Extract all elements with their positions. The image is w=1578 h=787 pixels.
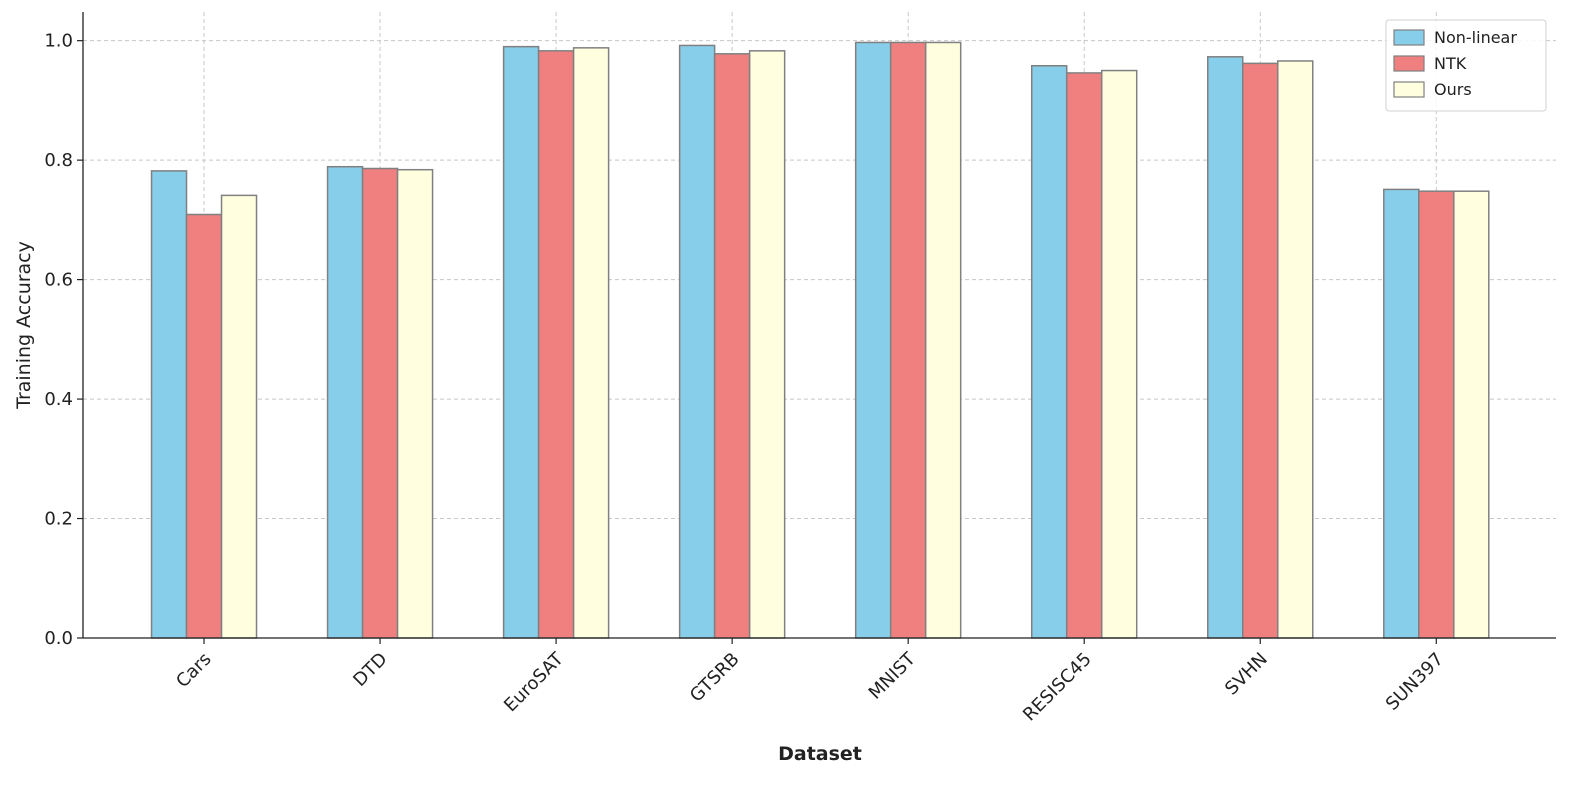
x-tick-label: SVHN <box>1221 649 1272 700</box>
y-tick-label: 0.8 <box>44 150 73 171</box>
x-axis-label: Dataset <box>778 743 862 765</box>
x-tick-label: RESISC45 <box>1019 649 1096 726</box>
x-tick-label: Cars <box>172 649 215 692</box>
y-axis-label: Training Accuracy <box>13 241 35 410</box>
bar-non-linear-gtsrb <box>678 44 716 639</box>
bars <box>150 41 1490 639</box>
y-tick-label: 0.6 <box>44 270 73 291</box>
y-tick-label: 0.4 <box>44 389 73 410</box>
bar-non-linear-mnist <box>854 41 892 639</box>
x-tick-label: SUN397 <box>1382 649 1448 715</box>
bar-non-linear-eurosat <box>502 45 540 639</box>
grid <box>83 12 1556 639</box>
axes <box>77 12 1556 644</box>
y-tick-label: 1.0 <box>44 31 73 52</box>
bar-ours-cars <box>220 194 258 639</box>
bar-ours-resisc45 <box>1100 69 1138 639</box>
bar-ntk-sun397 <box>1418 190 1455 639</box>
legend-swatch <box>1393 29 1425 46</box>
x-tick-label: DTD <box>349 649 391 691</box>
x-tick-label: MNIST <box>865 648 921 704</box>
bar-ntk-svhn <box>1242 62 1279 639</box>
bar-ours-gtsrb <box>748 50 786 639</box>
bar-ours-svhn <box>1277 60 1314 639</box>
bar-ntk-gtsrb <box>713 53 751 639</box>
bar-non-linear-sun397 <box>1383 188 1420 639</box>
bar-ntk-dtd <box>361 167 399 639</box>
bar-non-linear-cars <box>150 170 188 639</box>
bar-ours-dtd <box>396 168 434 639</box>
legend-swatch <box>1393 81 1425 98</box>
legend-label: Ours <box>1434 80 1472 99</box>
legend-label: Non-linear <box>1434 28 1517 47</box>
legend-label: NTK <box>1434 54 1467 73</box>
x-tick-label: GTSRB <box>686 649 744 707</box>
legend-box <box>1385 19 1547 112</box>
bar-non-linear-resisc45 <box>1030 65 1068 639</box>
bar-ours-mnist <box>924 41 962 639</box>
bar-ntk-eurosat <box>537 50 575 639</box>
bar-ntk-mnist <box>889 41 927 639</box>
x-tick-label: EuroSAT <box>500 648 568 716</box>
legend-swatch <box>1393 55 1425 72</box>
bar-non-linear-svhn <box>1207 56 1244 639</box>
bar-ntk-cars <box>185 213 223 639</box>
bar-ntk-resisc45 <box>1065 72 1103 639</box>
legend: Non-linear NTK Ours <box>1385 19 1547 112</box>
bar-non-linear-dtd <box>326 165 364 639</box>
bar-ours-eurosat <box>572 47 610 639</box>
y-tick-label: 0.0 <box>44 628 73 649</box>
bar-ours-sun397 <box>1453 190 1490 639</box>
y-tick-label: 0.2 <box>44 509 73 530</box>
